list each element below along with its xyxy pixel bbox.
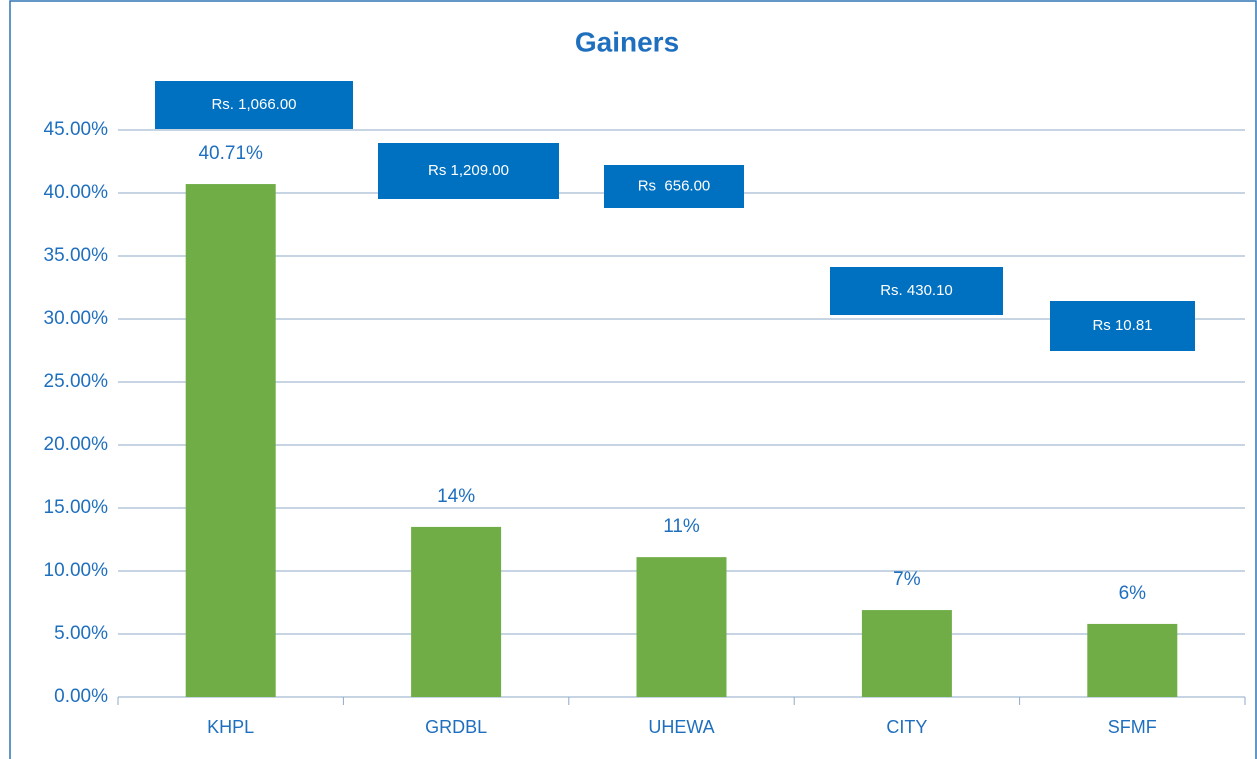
x-tick-label: CITY xyxy=(886,717,927,737)
price-box xyxy=(604,165,744,208)
price-label: Rs 656.00 xyxy=(638,177,711,194)
value-label: 14% xyxy=(437,486,475,507)
price-box xyxy=(1050,301,1195,351)
bar xyxy=(185,184,276,697)
price-label: Rs. 430.10 xyxy=(880,282,953,299)
y-tick-label: 20.00% xyxy=(44,434,109,455)
x-tick-label: UHEWA xyxy=(648,717,714,737)
price-label: Rs 1,209.00 xyxy=(428,162,509,179)
value-label: 40.71% xyxy=(198,143,263,164)
price-label: Rs 10.81 xyxy=(1092,317,1152,334)
x-tick-label: KHPL xyxy=(207,717,254,737)
bar xyxy=(861,610,952,697)
x-tick-label: SFMF xyxy=(1108,717,1157,737)
price-box xyxy=(830,267,1003,315)
value-label: 11% xyxy=(663,516,700,537)
y-tick-label: 45.00% xyxy=(44,119,109,140)
y-tick-label: 0.00% xyxy=(54,686,108,707)
price-box xyxy=(378,143,559,199)
bar xyxy=(1087,623,1178,697)
bar xyxy=(411,526,502,697)
y-tick-label: 10.00% xyxy=(44,560,109,581)
chart-frame xyxy=(9,0,1257,759)
value-label: 6% xyxy=(1119,583,1147,604)
y-tick-label: 30.00% xyxy=(44,308,109,329)
price-box xyxy=(155,81,353,129)
y-tick-label: 5.00% xyxy=(54,623,108,644)
value-label: 7% xyxy=(893,569,921,590)
y-tick-label: 35.00% xyxy=(44,245,109,266)
y-tick-label: 40.00% xyxy=(44,182,109,203)
bar xyxy=(636,557,727,697)
price-label: Rs. 1,066.00 xyxy=(211,96,296,113)
y-tick-label: 25.00% xyxy=(44,371,109,392)
y-tick-label: 15.00% xyxy=(44,497,109,518)
chart-title: Gainers xyxy=(575,26,679,57)
x-tick-label: GRDBL xyxy=(425,717,487,737)
